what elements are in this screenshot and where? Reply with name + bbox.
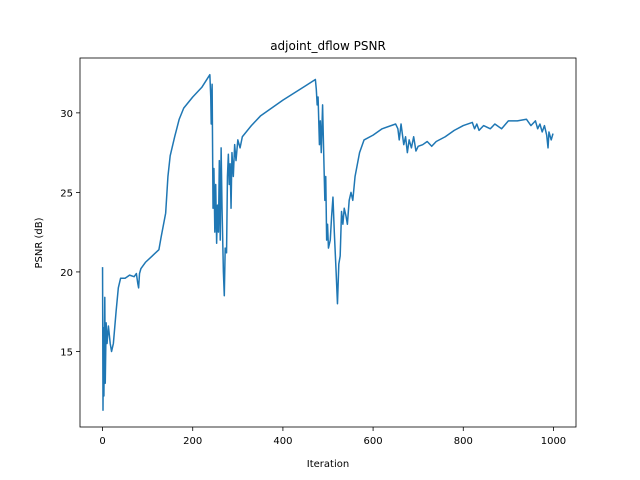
y-tick-label: 20: [60, 268, 73, 279]
x-tick-label: 200: [183, 436, 202, 447]
chart-title: adjoint_dflow PSNR: [270, 39, 386, 53]
y-tick-label: 15: [60, 347, 73, 358]
x-axis-label: Iteration: [307, 459, 349, 470]
x-tick-label: 400: [273, 436, 292, 447]
y-tick-label: 30: [60, 109, 73, 120]
x-tick-label: 800: [454, 436, 473, 447]
x-tick-label: 600: [364, 436, 383, 447]
y-axis-label: PSNR (dB): [34, 217, 45, 268]
x-tick-label: 0: [99, 436, 105, 447]
y-tick-label: 25: [60, 188, 73, 199]
data-line: [101, 73, 554, 412]
axes-frame: [79, 57, 577, 428]
x-tick-label: 1000: [541, 436, 566, 447]
